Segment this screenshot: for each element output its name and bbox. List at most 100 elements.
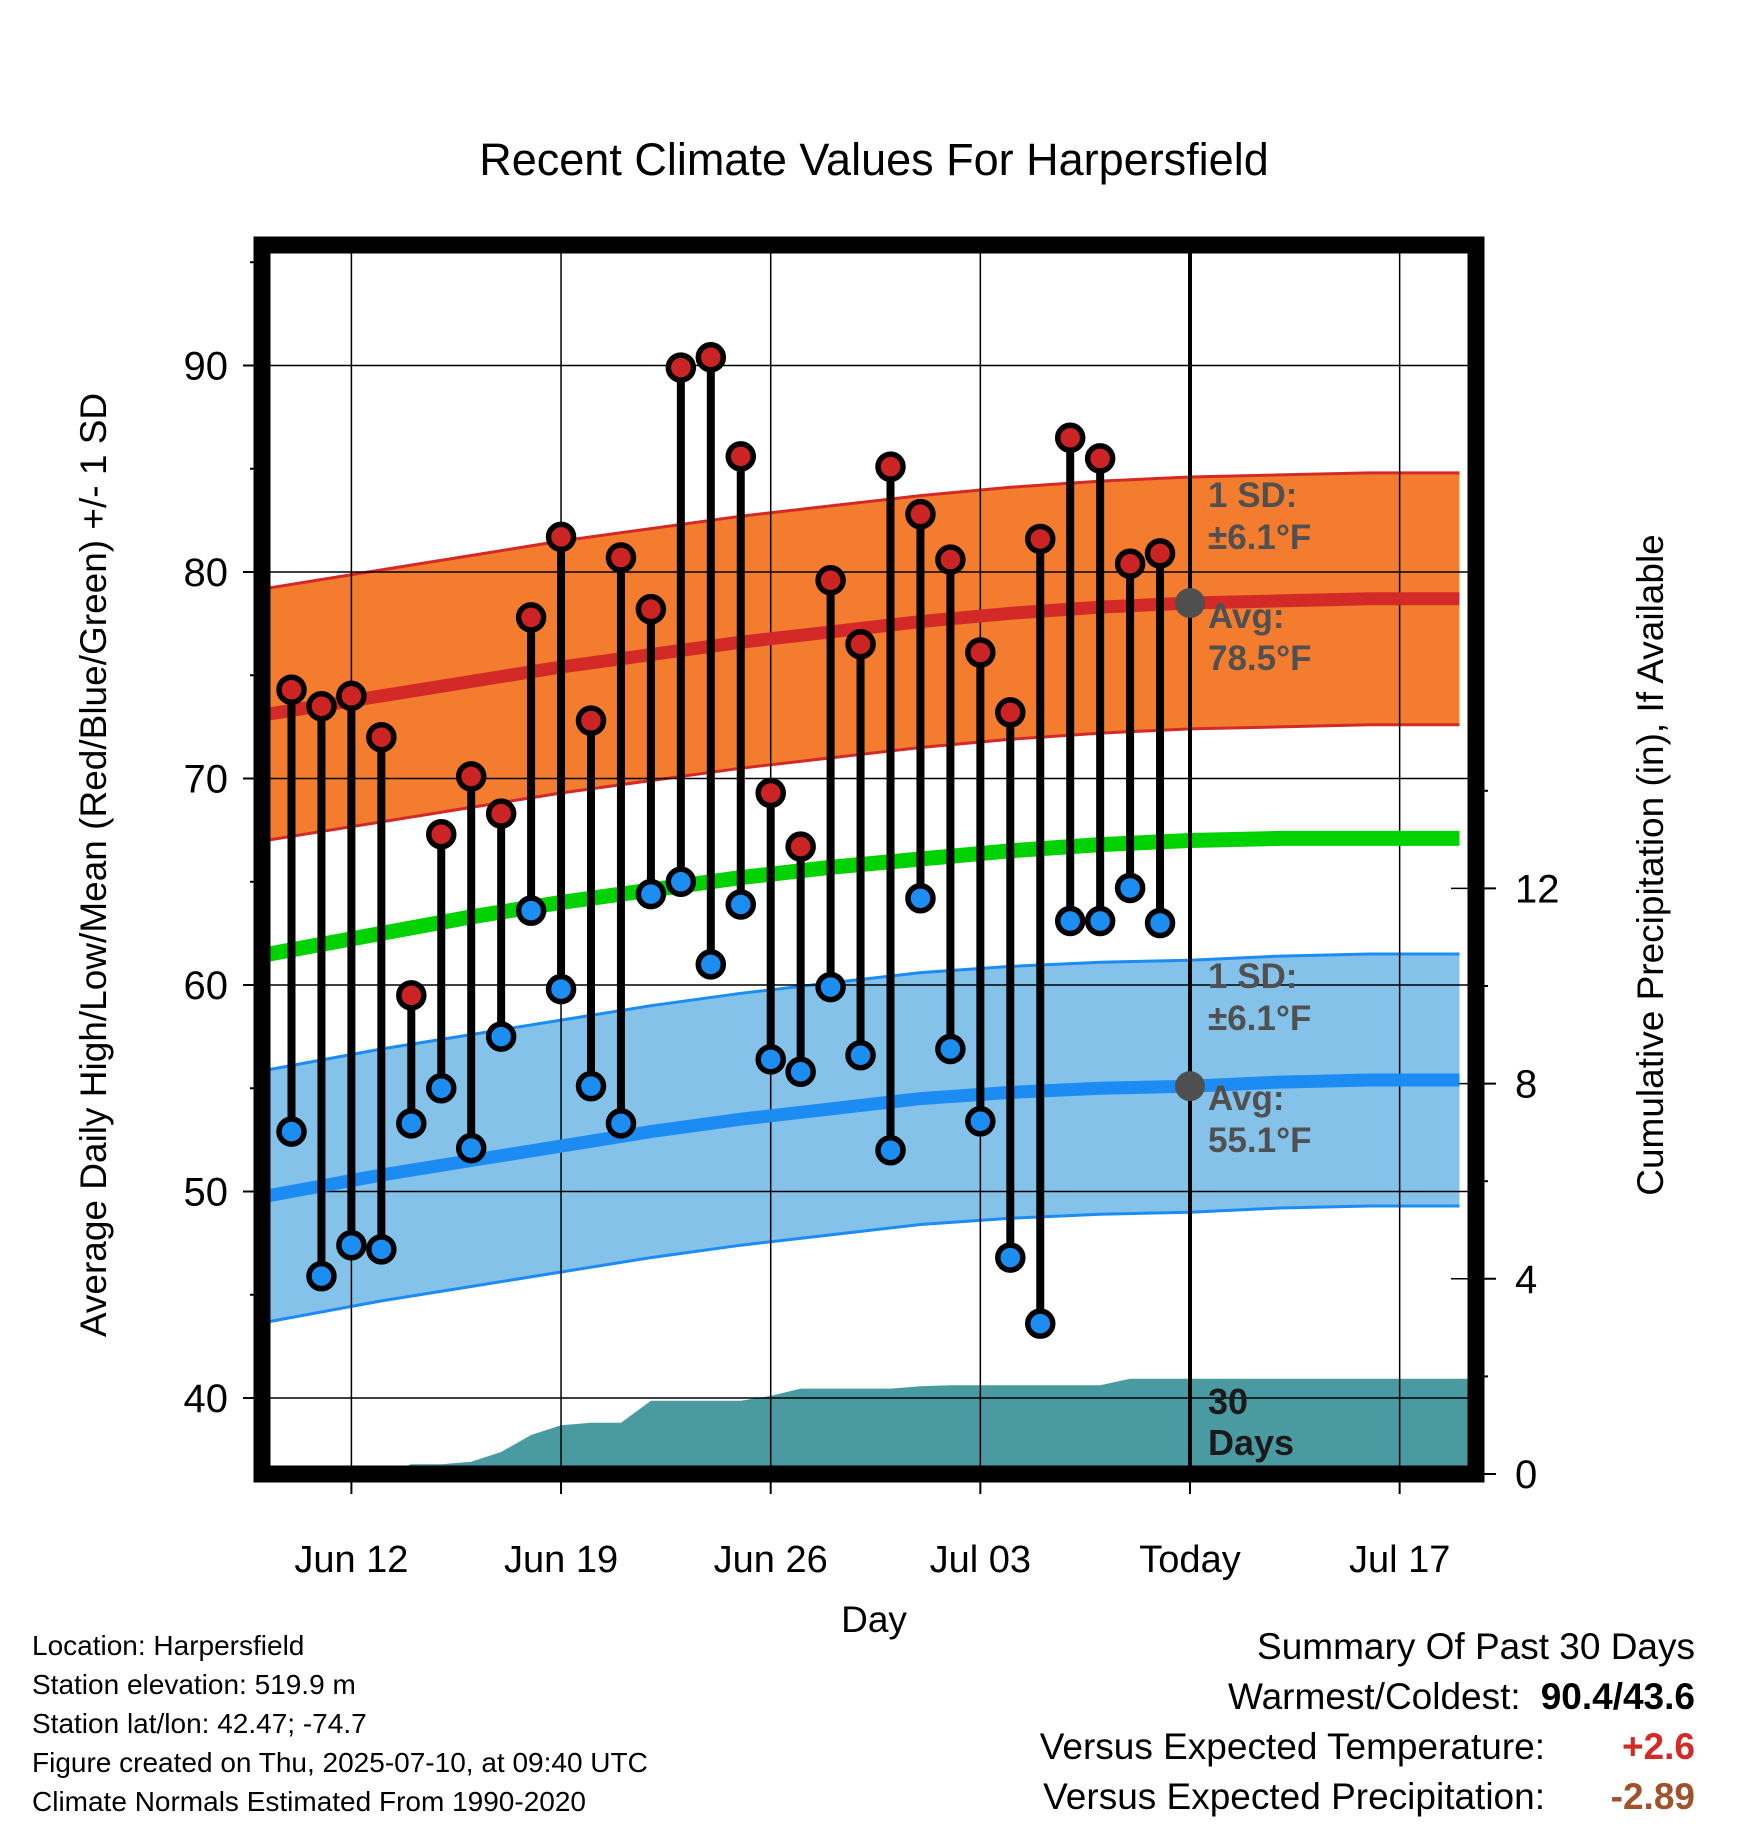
daily-observation: [995, 697, 1026, 1273]
daily-observation: [1084, 443, 1116, 937]
daily-observation: [845, 629, 876, 1071]
daily-high-point: [545, 521, 577, 553]
y-axis-label-left: Average Daily High/Low/Mean (Red/Blue/Gr…: [73, 393, 114, 1337]
low-avg-label: Avg:: [1208, 1079, 1284, 1118]
daily-low-point: [605, 1108, 637, 1139]
x-tick-label: Jun 19: [504, 1539, 618, 1581]
precip-days-unit: Days: [1208, 1422, 1294, 1463]
daily-low-point: [1054, 905, 1086, 937]
daily-observation: [1144, 538, 1176, 939]
precip-area-fill: [262, 1378, 1475, 1474]
daily-high-point: [1054, 422, 1086, 454]
left-tick-label: 70: [184, 758, 229, 802]
daily-low-point: [485, 1021, 517, 1052]
daily-high-point: [965, 637, 996, 668]
daily-high-point: [815, 565, 846, 596]
precip-days-number: 30: [1208, 1381, 1248, 1422]
daily-low-point: [665, 866, 697, 897]
location-text: Location: Harpersfield: [32, 1630, 305, 1661]
normals-text: Climate Normals Estimated From 1990-2020: [32, 1786, 586, 1817]
precipitation-area: [262, 1378, 1475, 1474]
left-tick-label: 40: [184, 1377, 229, 1421]
x-tick-label: Jul 03: [930, 1539, 1031, 1581]
daily-observation: [935, 544, 966, 1065]
daily-observation: [725, 441, 756, 920]
daily-low-point: [336, 1229, 367, 1261]
daily-low-point: [1025, 1308, 1056, 1339]
right-tick-label: 8: [1515, 1063, 1537, 1107]
daily-observation: [276, 674, 307, 1147]
daily-low-point: [875, 1134, 906, 1166]
daily-high-point: [605, 542, 637, 573]
daily-observation: [635, 593, 667, 910]
daily-low-point: [905, 883, 936, 914]
high-sd-upper-edge: [262, 471, 1460, 591]
daily-high-point: [905, 498, 936, 530]
daily-observation: [575, 705, 607, 1102]
daily-observation: [815, 565, 846, 1003]
daily-low-point: [995, 1242, 1026, 1273]
daily-high-point: [1084, 443, 1116, 474]
temp-deviation-value: +2.6: [1621, 1726, 1695, 1767]
daily-low-point: [575, 1070, 607, 1102]
daily-low-point: [815, 971, 846, 1003]
left-tick-label: 60: [184, 964, 229, 1008]
low-avg-value: 55.1°F: [1208, 1121, 1312, 1160]
daily-high-point: [755, 777, 786, 809]
today-avg-low-marker: [1175, 1071, 1205, 1102]
axes: 40 50 60 70 80 90 0 4 8 12 Jun 12 Jun 19 Jun 26 Jul 0…: [184, 261, 1560, 1581]
daily-high-point: [396, 980, 427, 1011]
x-tick-label: Jun 12: [294, 1539, 408, 1581]
daily-low-point: [845, 1039, 876, 1071]
daily-low-point: [515, 895, 547, 926]
daily-observation: [695, 341, 727, 980]
temp-deviation-label: Versus Expected Temperature:: [1039, 1726, 1545, 1767]
x-tick-label: Jul 17: [1349, 1539, 1450, 1581]
y-axis-label-right: Cumulative Precipitation (in), If Availa…: [1630, 534, 1671, 1196]
daily-low-point: [455, 1132, 487, 1164]
daily-low-point: [276, 1116, 307, 1147]
daily-high-point: [366, 721, 397, 753]
daily-observation: [545, 521, 577, 1005]
elevation-text: Station elevation: 519.9 m: [32, 1669, 356, 1700]
latlon-text: Station lat/lon: 42.47; -74.7: [32, 1708, 367, 1739]
right-tick-label: 4: [1515, 1258, 1537, 1302]
daily-observation: [426, 819, 457, 1104]
daily-low-point: [366, 1234, 397, 1265]
daily-observation: [1114, 548, 1146, 904]
precip-deviation-label: Versus Expected Precipitation:: [1043, 1776, 1545, 1817]
daily-low-point: [695, 949, 727, 980]
today-avg-high-marker: [1175, 587, 1205, 618]
daily-observation: [755, 777, 786, 1075]
right-tick-label: 12: [1515, 867, 1560, 911]
daily-high-point: [485, 798, 517, 829]
daily-low-point: [1114, 872, 1146, 904]
daily-low-point: [396, 1108, 427, 1139]
warmest-coldest-value: 90.4/43.6: [1540, 1676, 1695, 1717]
daily-low-point: [965, 1106, 996, 1137]
right-tick-label: 0: [1515, 1453, 1537, 1497]
daily-observations: [276, 341, 1176, 1339]
daily-low-point: [1144, 907, 1176, 939]
daily-observation: [515, 602, 547, 926]
avg-low-line: [262, 1073, 1460, 1204]
daily-high-point: [935, 544, 966, 575]
daily-high-point: [336, 680, 367, 712]
daily-high-point: [665, 352, 697, 383]
chart-title: Recent Climate Values For Harpersfield: [479, 134, 1268, 185]
daily-high-point: [695, 341, 727, 373]
daily-low-point: [755, 1044, 786, 1075]
daily-low-point: [935, 1033, 966, 1065]
daily-observation: [1054, 422, 1086, 937]
summary-panel: Summary Of Past 30 Days Warmest/Coldest:…: [1040, 1622, 1695, 1822]
high-avg-label: Avg:: [1208, 597, 1284, 636]
daily-observation: [785, 831, 816, 1087]
daily-observation: [366, 721, 397, 1265]
left-tick-label: 80: [184, 551, 229, 595]
daily-observation: [665, 352, 697, 897]
daily-low-point: [306, 1260, 337, 1292]
daily-observation: [396, 980, 427, 1139]
daily-low-point: [426, 1073, 457, 1104]
daily-observation: [306, 690, 337, 1292]
